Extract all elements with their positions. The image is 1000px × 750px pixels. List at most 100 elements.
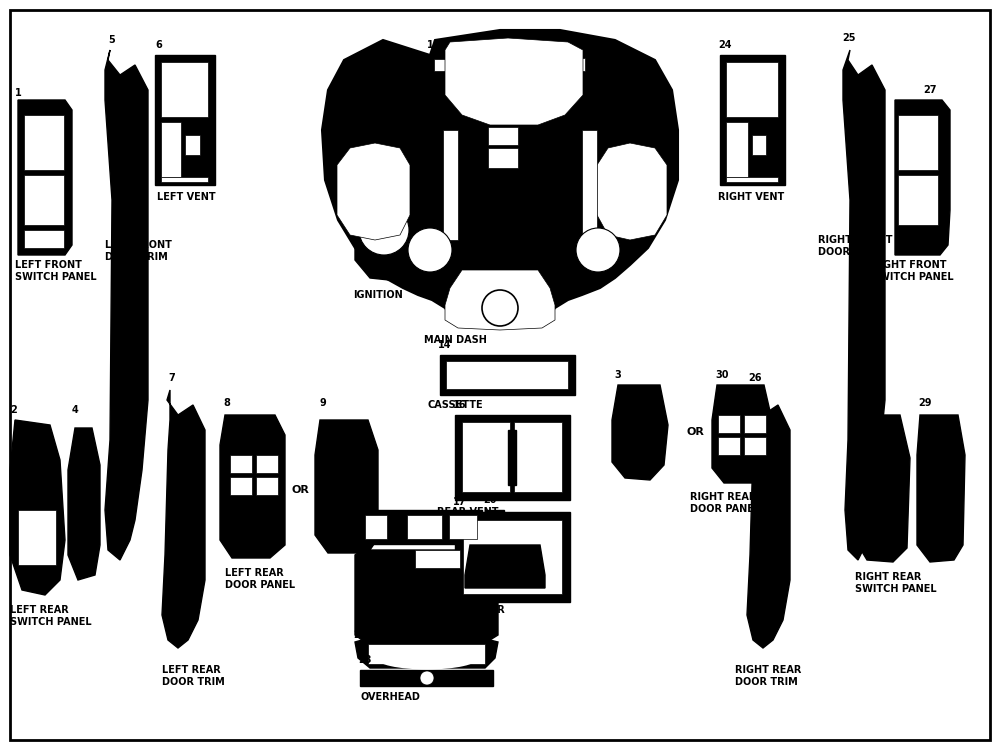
Polygon shape bbox=[843, 50, 885, 560]
Polygon shape bbox=[612, 385, 668, 480]
Text: CASSETTE: CASSETTE bbox=[427, 400, 483, 410]
Text: 24: 24 bbox=[718, 40, 732, 50]
Text: 11: 11 bbox=[427, 40, 440, 50]
Text: 17: 17 bbox=[453, 497, 466, 507]
Text: LEFT FRONT
DOOR TRIM: LEFT FRONT DOOR TRIM bbox=[105, 240, 172, 262]
Text: LEFT VENT: LEFT VENT bbox=[157, 192, 216, 202]
Polygon shape bbox=[105, 50, 148, 560]
Text: LEFT FRONT
SWITCH PANEL: LEFT FRONT SWITCH PANEL bbox=[15, 260, 97, 281]
Polygon shape bbox=[68, 428, 100, 580]
Bar bbox=[720, 55, 785, 185]
Text: OVERHEAD: OVERHEAD bbox=[360, 692, 420, 702]
Bar bbox=[726, 122, 748, 177]
Bar bbox=[752, 135, 766, 155]
Bar bbox=[256, 455, 278, 473]
Polygon shape bbox=[220, 415, 285, 558]
Text: 28: 28 bbox=[855, 398, 869, 408]
Polygon shape bbox=[162, 390, 205, 648]
Polygon shape bbox=[855, 415, 910, 562]
Text: REAR VENT: REAR VENT bbox=[437, 507, 499, 517]
Text: 21: 21 bbox=[353, 538, 366, 548]
Text: 16: 16 bbox=[453, 400, 466, 410]
Polygon shape bbox=[445, 38, 583, 125]
Bar bbox=[718, 415, 740, 433]
Bar bbox=[440, 355, 575, 395]
Text: IGNITION: IGNITION bbox=[353, 290, 403, 300]
Bar bbox=[718, 437, 740, 455]
Bar bbox=[726, 62, 778, 117]
Bar bbox=[161, 62, 208, 117]
Bar bbox=[898, 115, 938, 170]
Text: 4: 4 bbox=[72, 405, 79, 415]
Text: 8: 8 bbox=[223, 398, 230, 408]
Polygon shape bbox=[322, 30, 678, 328]
Text: 30: 30 bbox=[715, 370, 728, 380]
Text: 23: 23 bbox=[358, 655, 372, 665]
Bar bbox=[582, 130, 597, 240]
Bar bbox=[563, 58, 585, 71]
Bar bbox=[514, 422, 562, 492]
Text: RIGHT REAR
DOOR PANEL: RIGHT REAR DOOR PANEL bbox=[690, 492, 760, 514]
Text: 27: 27 bbox=[923, 85, 936, 95]
Polygon shape bbox=[895, 100, 950, 255]
Bar bbox=[434, 59, 464, 71]
Text: LEFT REAR
DOOR PANEL: LEFT REAR DOOR PANEL bbox=[225, 568, 295, 590]
Text: 3: 3 bbox=[614, 370, 621, 380]
Text: 5: 5 bbox=[108, 35, 115, 45]
Bar bbox=[726, 177, 778, 182]
Text: MAIN DASH: MAIN DASH bbox=[424, 335, 486, 345]
Text: 2: 2 bbox=[10, 405, 17, 415]
Text: 18: 18 bbox=[466, 516, 478, 525]
Text: 6: 6 bbox=[155, 40, 162, 50]
Text: 14: 14 bbox=[438, 340, 452, 350]
Text: LEFT REAR
SWITCH PANEL: LEFT REAR SWITCH PANEL bbox=[10, 605, 92, 626]
Bar bbox=[368, 644, 485, 664]
Circle shape bbox=[420, 671, 434, 685]
Text: 9: 9 bbox=[320, 398, 327, 408]
Polygon shape bbox=[355, 550, 498, 640]
Text: OR: OR bbox=[291, 485, 309, 495]
Text: 7: 7 bbox=[168, 373, 175, 383]
Bar bbox=[486, 510, 504, 544]
Bar bbox=[24, 175, 64, 225]
Bar bbox=[488, 127, 518, 145]
Bar bbox=[360, 510, 482, 544]
Text: REAR POWER: REAR POWER bbox=[432, 605, 504, 615]
Bar bbox=[488, 148, 518, 168]
Bar bbox=[230, 455, 252, 473]
Polygon shape bbox=[747, 390, 790, 648]
Bar bbox=[449, 515, 477, 539]
Bar bbox=[443, 130, 458, 240]
Text: 25: 25 bbox=[842, 33, 856, 43]
Bar bbox=[256, 477, 278, 495]
Bar bbox=[230, 477, 252, 495]
Bar bbox=[407, 515, 442, 539]
Text: LEFT REAR
DOOR TRIM: LEFT REAR DOOR TRIM bbox=[162, 665, 225, 686]
Bar bbox=[455, 512, 570, 602]
Bar bbox=[508, 430, 516, 485]
Polygon shape bbox=[445, 270, 555, 330]
Polygon shape bbox=[917, 415, 965, 562]
Text: 19: 19 bbox=[358, 495, 372, 505]
Polygon shape bbox=[465, 545, 545, 588]
Text: 12: 12 bbox=[432, 108, 446, 118]
Bar bbox=[446, 361, 568, 389]
Bar bbox=[462, 422, 510, 492]
Polygon shape bbox=[712, 385, 772, 483]
Bar bbox=[155, 55, 215, 185]
Bar bbox=[365, 515, 387, 539]
Polygon shape bbox=[355, 175, 425, 282]
Text: 13: 13 bbox=[491, 311, 503, 320]
Polygon shape bbox=[337, 143, 410, 240]
Bar bbox=[430, 55, 480, 75]
Bar bbox=[463, 520, 562, 594]
Polygon shape bbox=[597, 143, 667, 240]
Bar bbox=[744, 415, 766, 433]
Polygon shape bbox=[10, 420, 65, 595]
Text: 22: 22 bbox=[353, 630, 366, 640]
Bar bbox=[161, 177, 208, 182]
Bar bbox=[560, 55, 605, 75]
Bar bbox=[185, 135, 200, 155]
Bar bbox=[18, 510, 56, 565]
Text: 15: 15 bbox=[558, 40, 572, 50]
